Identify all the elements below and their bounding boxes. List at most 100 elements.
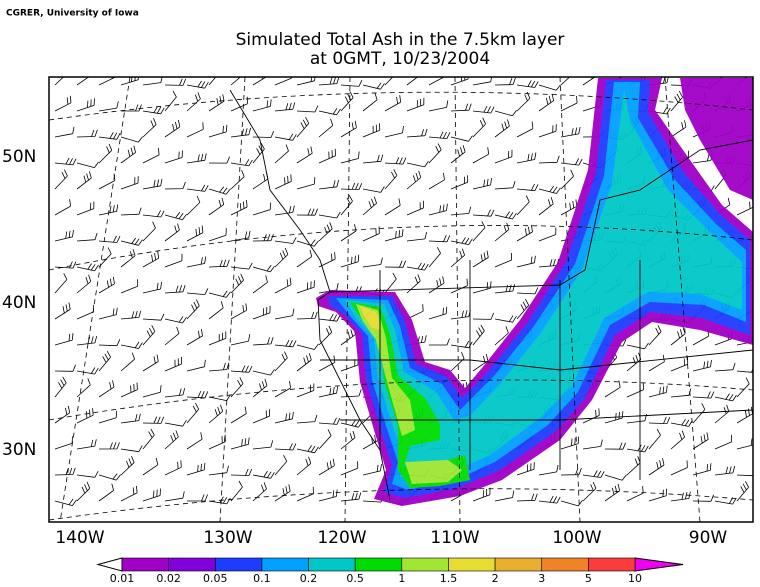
- wind-barb: [670, 430, 685, 450]
- wind-barb: [450, 278, 468, 294]
- wind-barb: [318, 148, 336, 164]
- wind-barb: [472, 77, 493, 86]
- wind-barb: [208, 77, 217, 86]
- wind-barb: [538, 227, 557, 242]
- wind-barb: [54, 498, 77, 506]
- lat-label: 50N: [2, 147, 36, 167]
- wind-barb: [670, 460, 688, 476]
- wind-barb: [428, 247, 441, 268]
- wind-barb: [538, 495, 561, 504]
- wind-barb: [274, 205, 295, 216]
- wind-barb: [516, 462, 535, 476]
- wind-barb: [208, 331, 227, 346]
- wind-barb: [560, 126, 581, 138]
- wind-barb: [120, 341, 143, 349]
- wind-barb: [296, 311, 318, 320]
- wind-barb: [252, 142, 265, 164]
- wind-barb: [208, 404, 224, 424]
- wind-barb: [736, 335, 753, 346]
- wind-barb: [362, 257, 383, 268]
- lat-label: 30N: [2, 440, 36, 460]
- wind-barb: [362, 226, 380, 242]
- wind-barb: [560, 467, 582, 476]
- wind-barb: [296, 414, 318, 424]
- wind-barb: [626, 444, 649, 453]
- wind-barb: [274, 351, 288, 372]
- wind-barb: [186, 225, 204, 242]
- wind-barb: [208, 156, 230, 164]
- wind-barb: [340, 419, 363, 428]
- colorbar-swatch: [168, 557, 216, 572]
- wind-barb: [208, 496, 231, 505]
- wind-barb: [186, 328, 203, 346]
- wind-barb: [186, 402, 200, 424]
- wind-barb: [692, 432, 709, 450]
- wind-barb: [76, 77, 90, 86]
- colorbar-over: [634, 557, 684, 572]
- wind-barb: [604, 442, 626, 450]
- wind-barb: [516, 121, 534, 138]
- wind-barb: [76, 439, 97, 450]
- wind-barb: [252, 337, 274, 346]
- wind-barb: [450, 135, 473, 142]
- wind-barb: [120, 352, 135, 372]
- wind-barb: [648, 458, 665, 476]
- wind-barb: [560, 199, 578, 216]
- wind-barb: [340, 79, 363, 87]
- colorbar-label: 1: [398, 572, 405, 585]
- wind-barb: [230, 480, 243, 502]
- wind-barb: [450, 340, 473, 349]
- wind-barb: [186, 195, 201, 216]
- wind-barb: [98, 380, 115, 398]
- wind-barb: [274, 277, 292, 294]
- wind-barb: [318, 417, 341, 425]
- wind-barb: [186, 288, 209, 295]
- wind-barb: [164, 119, 181, 138]
- wind-barb: [186, 122, 204, 138]
- wind-barb: [230, 273, 244, 294]
- wind-barb: [54, 302, 71, 320]
- wind-barb: [76, 408, 94, 424]
- wind-barb: [187, 494, 208, 502]
- wind-barb: [142, 488, 161, 502]
- wind-barb: [604, 474, 627, 481]
- wind-barb: [450, 237, 473, 245]
- map-area: [49, 77, 753, 522]
- wind-barb: [274, 308, 295, 320]
- wind-barb: [538, 124, 557, 138]
- wind-barb: [186, 256, 207, 268]
- wind-barb: [120, 382, 138, 398]
- wind-barb: [296, 486, 314, 502]
- wind-barb: [472, 487, 491, 502]
- wind-barb: [98, 247, 112, 268]
- wind-barb: [274, 443, 297, 451]
- wind-barb: [406, 231, 428, 242]
- wind-barb: [186, 80, 209, 89]
- wind-barb: [318, 211, 341, 219]
- wind-barb: [362, 92, 378, 112]
- wind-barb: [318, 179, 339, 190]
- wind-barb: [120, 455, 135, 476]
- wind-barb: [54, 157, 77, 166]
- wind-barb: [54, 364, 76, 372]
- wind-barb: [76, 367, 99, 375]
- wind-barb: [230, 199, 248, 216]
- wind-barb: [626, 486, 644, 502]
- wind-barb: [54, 229, 74, 242]
- wind-barb: [230, 230, 251, 242]
- wind-barb: [98, 483, 114, 502]
- wind-barb: [76, 335, 98, 346]
- colorbar-label: 0.05: [203, 572, 228, 585]
- wind-barb: [516, 195, 530, 216]
- wind-barb: [692, 403, 706, 424]
- wind-barb: [340, 389, 362, 398]
- wind-barb: [164, 181, 186, 190]
- wind-barb: [714, 404, 730, 424]
- wind-barb: [450, 103, 472, 112]
- wind-barb: [164, 430, 179, 450]
- wind-barb: [208, 362, 230, 372]
- wind-barb: [76, 378, 91, 398]
- wind-barb: [450, 145, 466, 164]
- wind-barb: [428, 276, 445, 294]
- title: Simulated Total Ash in the 7.5km layer: [236, 30, 565, 50]
